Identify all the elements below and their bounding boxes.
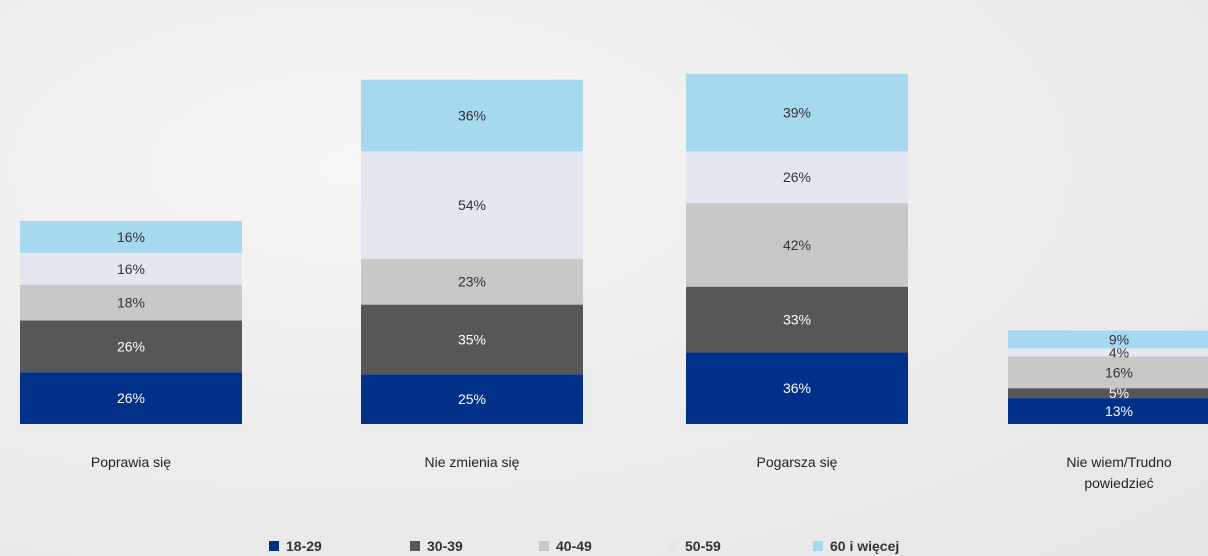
data-label: 26%	[117, 338, 145, 354]
bar-segment-30-39-cat2	[686, 286, 908, 353]
data-label: 18%	[117, 295, 145, 311]
bar-segment-50-59-cat2	[686, 151, 908, 204]
legend-label: 50-59	[685, 538, 721, 554]
legend-swatch	[668, 541, 678, 551]
bar-segment-60-i-więcej-cat3	[1008, 330, 1208, 349]
bar-segment-40-49-cat2	[686, 203, 908, 287]
bars-group: 26% 26% 18% 16% 16% 25% 35% 23% 54% 36% 36% 33% 42% 2…	[20, 73, 1208, 424]
bar-segment-18-29-cat3	[1008, 398, 1208, 424]
data-label: 36%	[458, 108, 486, 124]
data-label: 9%	[1109, 331, 1129, 347]
legend-label: 60 i więcej	[830, 538, 899, 554]
legend-swatch	[410, 541, 420, 551]
legend-swatch	[813, 541, 823, 551]
data-label: 36%	[783, 380, 811, 396]
bar-segment-40-49-cat3	[1008, 356, 1208, 389]
bar-segment-40-49-cat1	[361, 258, 583, 305]
bar-segment-30-39-cat1	[361, 304, 583, 375]
bar-segment-30-39-cat0	[20, 320, 242, 373]
data-label: 33%	[783, 312, 811, 328]
category-labels-group: Poprawia się Nie zmienia się Pogarsza się N…	[91, 454, 1172, 491]
data-label: 13%	[1105, 403, 1133, 419]
legend-swatch	[539, 541, 549, 551]
bar-segment-40-49-cat0	[20, 284, 242, 321]
category-label: Nie wiem/Trudno	[1066, 454, 1172, 470]
bar-segment-50-59-cat0	[20, 252, 242, 285]
category-label: Pogarsza się	[757, 454, 838, 470]
category-label: powiedzieć	[1084, 475, 1153, 491]
data-label: 54%	[458, 197, 486, 213]
category-label: Poprawia się	[91, 454, 171, 470]
legend-label: 18-29	[286, 538, 322, 554]
data-label: 39%	[783, 105, 811, 121]
legend-swatch	[269, 541, 279, 551]
legend: 18-29 30-39 40-49 50-59 60 i więcej	[269, 538, 899, 554]
legend-label: 30-39	[427, 538, 463, 554]
bar-segment-50-59-cat3	[1008, 348, 1208, 357]
data-label: 42%	[783, 237, 811, 253]
data-label: 26%	[783, 169, 811, 185]
category-label: Nie zmienia się	[425, 454, 520, 470]
bar-segment-60-i-więcej-cat2	[686, 73, 908, 152]
data-label: 26%	[117, 390, 145, 406]
data-label: 23%	[458, 274, 486, 290]
bar-segment-18-29-cat1	[361, 374, 583, 424]
legend-label: 40-49	[556, 538, 592, 554]
bar-segment-30-39-cat3	[1008, 388, 1208, 399]
data-label: 35%	[458, 331, 486, 347]
bar-segment-50-59-cat1	[361, 151, 583, 259]
bar-segment-18-29-cat2	[686, 352, 908, 424]
bar-segment-60-i-więcej-cat1	[361, 79, 583, 152]
data-label: 16%	[117, 261, 145, 277]
bar-segment-60-i-więcej-cat0	[20, 221, 242, 253]
data-label: 16%	[117, 229, 145, 245]
data-label: 25%	[458, 391, 486, 407]
data-label: 5%	[1109, 385, 1129, 401]
data-label: 16%	[1105, 364, 1133, 380]
bar-segment-18-29-cat0	[20, 372, 242, 424]
